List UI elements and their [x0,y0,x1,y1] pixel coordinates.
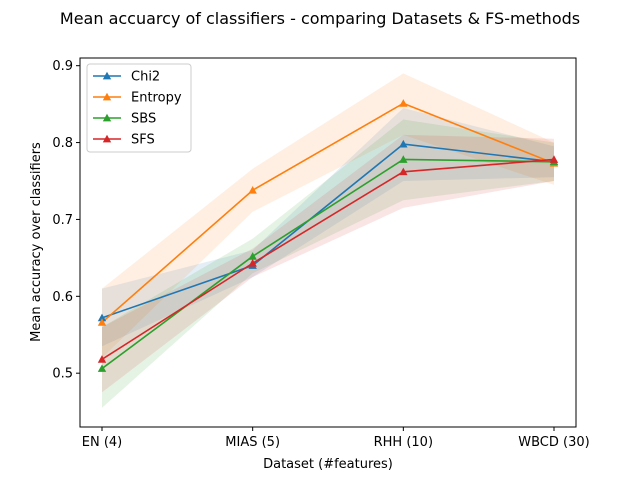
y-tick-label: 0.6 [52,290,73,305]
y-tick-label: 0.5 [52,367,73,382]
y-tick-label: 0.7 [52,213,73,228]
series-line-chi2 [101,143,555,319]
y-axis-ticks: 0.5 0.6 0.7 0.8 0.9 [52,59,80,382]
legend-label-sfs: SFS [131,133,155,148]
legend-box [86,63,192,153]
marker-chi2-2 [399,139,408,148]
legend-label-entropy: Entropy [131,91,182,106]
marker-sfs-2 [399,167,408,176]
y-tick-label: 0.9 [52,59,73,74]
x-tick-label: WBCD (30) [518,435,589,450]
marker-sbs-0 [97,364,107,372]
marker-sfs-0 [97,355,107,363]
marker-chi2-0 [97,313,107,322]
x-tick-label: MIAS (5) [225,435,280,450]
series-line-entropy [101,102,555,324]
legend-label-sbs: SBS [131,112,156,127]
legend-marker-chi2 [102,71,112,80]
marker-sbs-1 [248,252,257,260]
x-tick-label: EN (4) [82,435,123,450]
legend-marker-entropy [102,92,112,101]
legend-marker-sbs [102,113,112,122]
series-lines [101,102,555,370]
series-markers [97,99,559,372]
band-entropy [102,73,554,358]
band-sfs [102,134,554,393]
x-axis-label: Dataset (#features) [263,457,393,472]
legend-label-chi2: Chi2 [131,70,160,85]
marker-sfs-3 [549,155,559,163]
chart-title: Mean accuarcy of classifiers - comparing… [60,9,580,28]
marker-entropy-2 [399,99,408,107]
y-axis-label: Mean accuracy over classifiers [29,142,44,342]
marker-sfs-1 [248,259,257,267]
marker-sbs-2 [399,155,408,163]
legend-marker-sfs [102,134,112,143]
band-sbs [102,119,554,408]
series-line-sfs [101,158,555,361]
legend: Chi2 Entropy SBS SFS [86,63,192,153]
x-tick-label: RHH (10) [374,435,433,450]
marker-entropy-1 [248,186,257,194]
marker-entropy-0 [97,318,107,326]
series-line-sbs [101,158,555,370]
x-axis-ticks: EN (4) MIAS (5) RHH (10) WBCD (30) [82,427,590,450]
plot-area-frame [79,57,577,428]
y-tick-label: 0.8 [52,136,73,151]
